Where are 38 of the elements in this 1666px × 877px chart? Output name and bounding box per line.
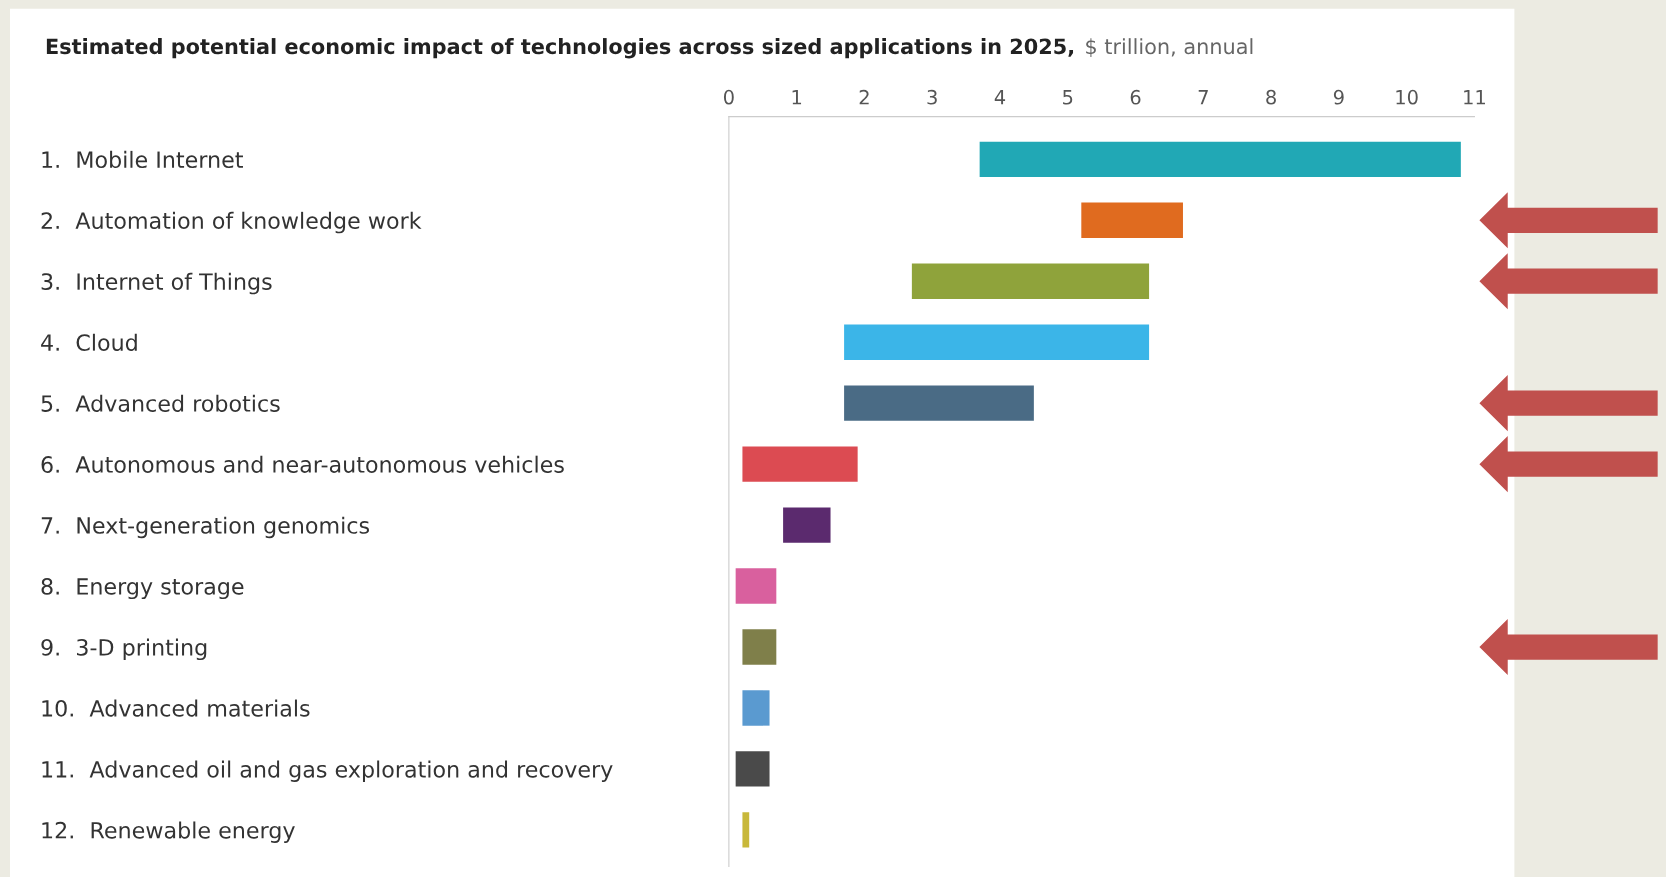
x-tick-label: 5	[1063, 90, 1073, 105]
x-tick-label: 0	[723, 89, 734, 105]
x-tick-label: 6	[1130, 89, 1141, 105]
x-tick-label: 11	[1464, 90, 1485, 105]
y-tick-label: 6. Autonomous and near-autonomous vehicles	[41, 455, 564, 473]
y-tick-label: 11. Advanced oil and gas exploration and recovery	[42, 760, 613, 782]
y-tick-label: 1. Mobile Internet	[42, 150, 243, 169]
x-tick-label: 8	[1266, 89, 1276, 105]
y-tick-label: 5. Advanced robotics	[41, 394, 280, 412]
text: Estimated potential economic impact of technologies across sized applications in 2025,	[46, 38, 1074, 59]
x-tick-label: 3	[927, 89, 937, 105]
bar	[844, 324, 1150, 360]
y-tick-label: 2. Automation of knowledge work	[41, 211, 422, 234]
bar	[1081, 202, 1183, 238]
bar	[979, 141, 1461, 177]
y-tick-label: 9. 3-D printing	[41, 638, 207, 661]
bar	[742, 812, 750, 848]
y-tick-label: 10. Advanced materials	[42, 699, 310, 717]
y-tick-label: 7. Next-generation genomics	[41, 516, 370, 539]
bar	[911, 263, 1150, 299]
bar	[735, 751, 770, 787]
x-tick-label: 4	[994, 90, 1006, 105]
y-tick-label: 4. Cloud	[41, 333, 137, 351]
y-tick-label: 8. Energy storage	[41, 578, 244, 600]
bar	[735, 568, 777, 604]
x-tick-label: 7	[1198, 90, 1208, 105]
bar	[844, 385, 1034, 421]
y-tick-label: 3. Internet of Things	[41, 272, 272, 295]
x-tick-label: 2	[859, 89, 869, 105]
x-tick-label: 9	[1333, 89, 1344, 105]
x-tick-label: 1	[792, 90, 802, 105]
bar	[742, 446, 858, 482]
x-tick-label: 10	[1396, 89, 1418, 105]
bar	[742, 690, 770, 726]
y-tick-label: 12. Renewable energy	[42, 821, 295, 843]
bar	[742, 629, 777, 665]
bar	[783, 507, 831, 543]
chart-subtitle: $ trillion, annual	[1086, 38, 1253, 58]
